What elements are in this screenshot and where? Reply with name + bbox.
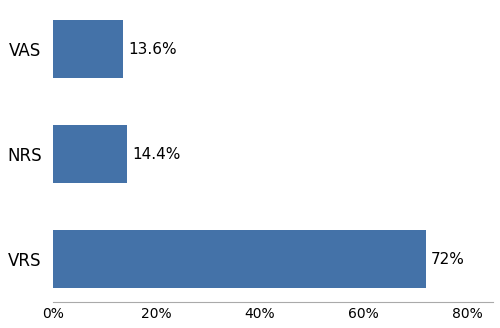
Bar bbox=[52, 230, 426, 288]
Bar bbox=[52, 125, 128, 183]
Text: 13.6%: 13.6% bbox=[128, 42, 177, 57]
Text: 14.4%: 14.4% bbox=[132, 147, 181, 162]
Bar bbox=[52, 20, 123, 78]
Text: 72%: 72% bbox=[431, 252, 465, 267]
